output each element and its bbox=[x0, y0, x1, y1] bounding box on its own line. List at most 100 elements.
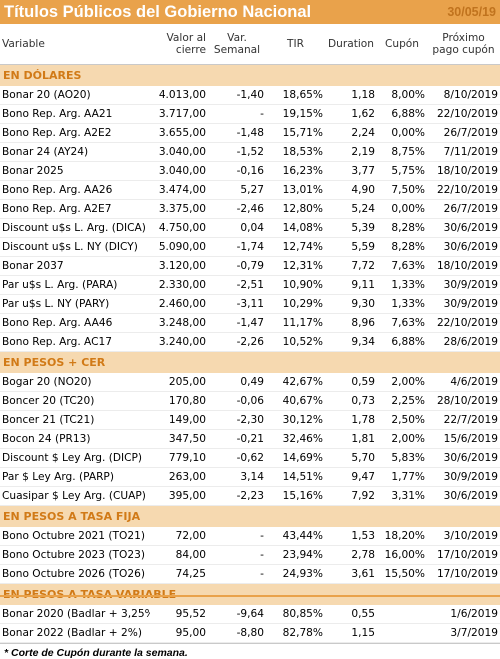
closing-value-cell: 3.040,00 bbox=[150, 161, 208, 181]
next-coupon-date-cell: 30/6/2019 bbox=[427, 486, 500, 506]
weekly-change-cell: -9,64 bbox=[208, 605, 266, 624]
weekly-change-cell: -2,30 bbox=[208, 410, 266, 430]
tir-cell: 13,01% bbox=[266, 180, 325, 200]
next-coupon-date-cell: 7/11/2019 bbox=[427, 142, 500, 162]
bottom-rule bbox=[0, 595, 500, 597]
next-coupon-date-cell: 30/9/2019 bbox=[427, 294, 500, 314]
next-coupon-date-cell: 4/6/2019 bbox=[427, 373, 500, 392]
bond-name-cell: Bonar 2037 bbox=[0, 256, 150, 276]
bond-name-cell: Par $ Ley Arg. (PARP) bbox=[0, 467, 150, 487]
section-title: EN PESOS + CER bbox=[0, 351, 500, 373]
bonds-table: Variable Valor al cierre Var. Semanal TIR … bbox=[0, 24, 500, 643]
next-coupon-date-cell: 30/6/2019 bbox=[427, 218, 500, 238]
duration-cell: 3,61 bbox=[325, 564, 377, 584]
closing-value-cell: 2.460,00 bbox=[150, 294, 208, 314]
table-row: Bocon 24 (PR13) 347,50 -0,21 32,46% 1,81 2,00… bbox=[0, 429, 500, 449]
duration-cell: 5,59 bbox=[325, 237, 377, 257]
table-row: Bono Rep. Arg. A2E2 3.655,00 -1,48 15,71% 2,… bbox=[0, 123, 500, 143]
tir-cell: 10,90% bbox=[266, 275, 325, 295]
weekly-change-cell: -2,23 bbox=[208, 486, 266, 506]
bond-name-cell: Discount $ Ley Arg. (DICP) bbox=[0, 448, 150, 468]
tir-cell: 24,93% bbox=[266, 564, 325, 584]
duration-cell: 2,19 bbox=[325, 142, 377, 162]
tir-cell: 14,51% bbox=[266, 467, 325, 487]
tir-cell: 18,53% bbox=[266, 142, 325, 162]
coupon-cell: 5,75% bbox=[377, 161, 427, 181]
table-row: Bono Rep. Arg. AA21 3.717,00-19,15% 1,62 6,… bbox=[0, 104, 500, 124]
closing-value-cell: 3.040,00 bbox=[150, 142, 208, 162]
table-row: Bogar 20 (NO20) 205,00 0,49 42,67% 0,59 2,00%… bbox=[0, 373, 500, 392]
tir-cell: 15,71% bbox=[266, 123, 325, 143]
bond-name-cell: Discount u$s L. NY (DICY) bbox=[0, 237, 150, 257]
table-row: Bono Rep. Arg. AA26 3.474,00 5,27 13,01% 4,9… bbox=[0, 180, 500, 200]
duration-cell: 0,73 bbox=[325, 391, 377, 411]
table-row: Bonar 2020 (Badlar + 3,25% 95,52 -9,64 80,8… bbox=[0, 605, 500, 624]
weekly-change-cell: 0,49 bbox=[208, 373, 266, 392]
duration-cell: 0,59 bbox=[325, 373, 377, 392]
next-coupon-date-cell: 22/10/2019 bbox=[427, 313, 500, 333]
bond-name-cell: Bonar 2022 (Badlar + 2%) bbox=[0, 623, 150, 643]
bond-name-cell: Boncer 20 (TC20) bbox=[0, 391, 150, 411]
next-coupon-date-cell: 3/10/2019 bbox=[427, 527, 500, 546]
closing-value-cell: 72,00 bbox=[150, 527, 208, 546]
coupon-cell: 1,77% bbox=[377, 467, 427, 487]
closing-value-cell: 5.090,00 bbox=[150, 237, 208, 257]
table-row: Bonar 2025 3.040,00 -0,16 16,23% 3,77 5,75% 18… bbox=[0, 161, 500, 181]
coupon-cell: 7,63% bbox=[377, 256, 427, 276]
table-row: Bonar 24 (AY24) 3.040,00 -1,52 18,53% 2,19 8,… bbox=[0, 142, 500, 162]
table-row: Discount u$s L. NY (DICY) 5.090,00 -1,74 12… bbox=[0, 237, 500, 257]
bond-name-cell: Bonar 2025 bbox=[0, 161, 150, 181]
closing-value-cell: 149,00 bbox=[150, 410, 208, 430]
weekly-change-cell: -0,21 bbox=[208, 429, 266, 449]
tir-cell: 16,23% bbox=[266, 161, 325, 181]
next-coupon-date-cell: 3/7/2019 bbox=[427, 623, 500, 643]
next-coupon-date-cell: 30/6/2019 bbox=[427, 448, 500, 468]
table-header-row: Variable Valor al cierre Var. Semanal TIR … bbox=[0, 24, 500, 65]
weekly-change-cell: -1,52 bbox=[208, 142, 266, 162]
table-row: Discount u$s L. Arg. (DICA) 4.750,00 0,04 1… bbox=[0, 218, 500, 238]
closing-value-cell: 3.474,00 bbox=[150, 180, 208, 200]
closing-value-cell: 4.750,00 bbox=[150, 218, 208, 238]
next-coupon-date-cell: 18/10/2019 bbox=[427, 161, 500, 181]
bond-name-cell: Bogar 20 (NO20) bbox=[0, 373, 150, 392]
next-coupon-date-cell: 30/6/2019 bbox=[427, 237, 500, 257]
coupon-cell: 18,20% bbox=[377, 527, 427, 546]
weekly-change-cell: 5,27 bbox=[208, 180, 266, 200]
closing-value-cell: 3.248,00 bbox=[150, 313, 208, 333]
coupon-cell: 7,63% bbox=[377, 313, 427, 333]
section-title: EN PESOS A TASA FIJA bbox=[0, 505, 500, 527]
next-coupon-date-cell: 26/7/2019 bbox=[427, 123, 500, 143]
closing-value-cell: 4.013,00 bbox=[150, 86, 208, 105]
next-coupon-date-cell: 15/6/2019 bbox=[427, 429, 500, 449]
duration-cell: 1,62 bbox=[325, 104, 377, 124]
weekly-change-cell: - bbox=[208, 564, 266, 584]
next-coupon-date-cell: 18/10/2019 bbox=[427, 256, 500, 276]
coupon-cell: 2,00% bbox=[377, 429, 427, 449]
table-body: EN DÓLARES Bonar 20 (AO20) 4.013,00 -1,40 18… bbox=[0, 64, 500, 643]
section-header: EN DÓLARES bbox=[0, 64, 500, 86]
closing-value-cell: 263,00 bbox=[150, 467, 208, 487]
weekly-change-cell: -1,47 bbox=[208, 313, 266, 333]
bond-name-cell: Bono Rep. Arg. A2E7 bbox=[0, 199, 150, 219]
closing-value-cell: 95,00 bbox=[150, 623, 208, 643]
duration-cell: 1,53 bbox=[325, 527, 377, 546]
duration-cell: 4,90 bbox=[325, 180, 377, 200]
section-title: EN DÓLARES bbox=[0, 64, 500, 86]
coupon-cell: 8,75% bbox=[377, 142, 427, 162]
col-header-cupon: Cupón bbox=[384, 38, 420, 50]
table-row: Par u$s L. Arg. (PARA) 2.330,00 -2,51 10,90… bbox=[0, 275, 500, 295]
coupon-cell: 2,50% bbox=[377, 410, 427, 430]
bond-name-cell: Cuasipar $ Ley Arg. (CUAP) bbox=[0, 486, 150, 506]
bond-name-cell: Bono Rep. Arg. AA46 bbox=[0, 313, 150, 333]
bond-name-cell: Bono Octubre 2026 (TO26) bbox=[0, 564, 150, 584]
duration-cell: 2,24 bbox=[325, 123, 377, 143]
bond-name-cell: Bocon 24 (PR13) bbox=[0, 429, 150, 449]
table-row: Discount $ Ley Arg. (DICP) 779,10 -0,62 14,… bbox=[0, 448, 500, 468]
closing-value-cell: 3.120,00 bbox=[150, 256, 208, 276]
coupon-cell: 3,31% bbox=[377, 486, 427, 506]
coupon-cell: 8,28% bbox=[377, 237, 427, 257]
duration-cell: 9,30 bbox=[325, 294, 377, 314]
coupon-cell: 7,50% bbox=[377, 180, 427, 200]
bond-name-cell: Bonar 20 (AO20) bbox=[0, 86, 150, 105]
